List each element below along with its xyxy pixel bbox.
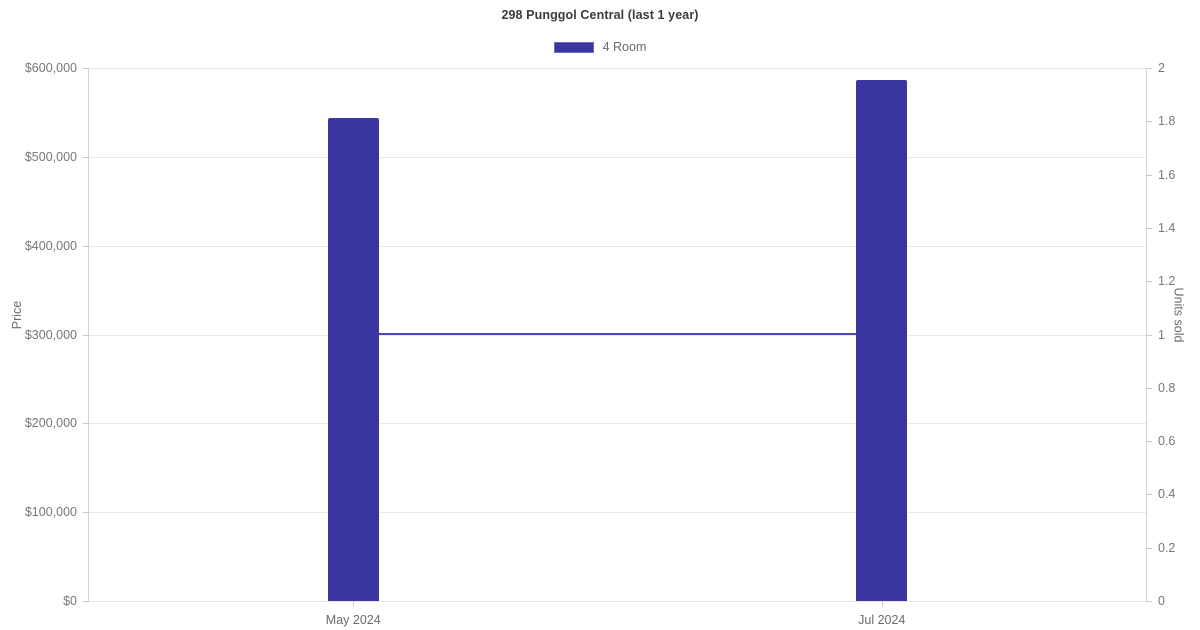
y-axis-tick — [83, 334, 89, 336]
y-axis-tick-label: $400,000 — [24, 238, 77, 253]
y-axis-title: Price — [10, 300, 25, 330]
plot-area: $0 $100,000 $200,000 $300,000 $400,000 $500,0… — [25, 61, 1176, 627]
x-axis-tick-label: May 2024 — [325, 613, 381, 627]
y-axis-tick-label: $600,000 — [24, 61, 77, 75]
y2-axis-tick-label: 1 — [1158, 327, 1165, 342]
legend-swatch-icon — [553, 41, 594, 53]
y2-axis-tick-label: 1.8 — [1158, 114, 1176, 129]
legend-item-4-room[interactable]: 4 Room — [553, 40, 647, 54]
x-axis-tick-label: Jul 2024 — [858, 613, 906, 627]
x-axis-tick — [881, 601, 883, 607]
y-axis-tick — [83, 423, 89, 425]
y-axis-tick — [83, 245, 89, 247]
y2-axis-tick-label: 1.6 — [1158, 167, 1176, 182]
gridline — [89, 601, 1146, 602]
y2-axis-title: Units sold — [1171, 287, 1186, 343]
y2-axis-tick-label: 0 — [1158, 594, 1165, 608]
y-axis-tick — [83, 601, 89, 602]
y2-axis-tick — [1146, 121, 1152, 123]
y-axis-tick-label: $100,000 — [24, 505, 77, 520]
y2-axis-tick — [1146, 547, 1152, 549]
y-axis-tick-label: $0 — [63, 594, 77, 608]
y2-axis-tick — [1146, 601, 1152, 602]
y2-axis-tick-label: 2 — [1158, 61, 1165, 75]
y2-axis-tick-label: 1.4 — [1158, 220, 1176, 235]
y2-axis-tick — [1146, 334, 1152, 336]
bar[interactable] — [856, 79, 908, 601]
y-axis-tick — [83, 156, 89, 158]
y2-axis-tick — [1146, 494, 1152, 496]
y2-axis-tick-label: 0.2 — [1158, 540, 1176, 555]
x-axis-tick — [353, 601, 355, 607]
gridline — [89, 68, 1146, 69]
gridline — [89, 423, 1146, 425]
y-axis-tick — [83, 68, 89, 69]
y-axis-tick-label: $300,000 — [24, 327, 77, 342]
y2-axis-tick — [1146, 387, 1152, 389]
y2-axis-tick — [1146, 174, 1152, 176]
y-axis-tick-label: $500,000 — [24, 149, 77, 164]
legend-item-label: 4 Room — [602, 40, 647, 54]
gridline — [89, 512, 1146, 514]
gridline — [89, 156, 1146, 158]
y2-axis-tick — [1146, 441, 1152, 443]
y2-axis-tick — [1146, 68, 1152, 69]
y2-axis-tick-label: 0.6 — [1158, 434, 1176, 449]
y-axis-tick-label: $200,000 — [24, 416, 77, 431]
y-axis-tick — [83, 512, 89, 514]
y2-axis-tick — [1146, 281, 1152, 283]
y2-axis-tick-label: 1.2 — [1158, 274, 1176, 289]
bar[interactable] — [327, 117, 379, 601]
y2-axis-tick-label: 0.8 — [1158, 380, 1176, 395]
gridline — [89, 334, 1146, 336]
chart-legend: 4 Room — [0, 40, 1200, 54]
y2-axis-tick — [1146, 227, 1152, 229]
gridline — [89, 245, 1146, 247]
y2-axis-tick-label: 0.4 — [1158, 487, 1176, 502]
chart-title: 298 Punggol Central (last 1 year) — [501, 8, 699, 22]
